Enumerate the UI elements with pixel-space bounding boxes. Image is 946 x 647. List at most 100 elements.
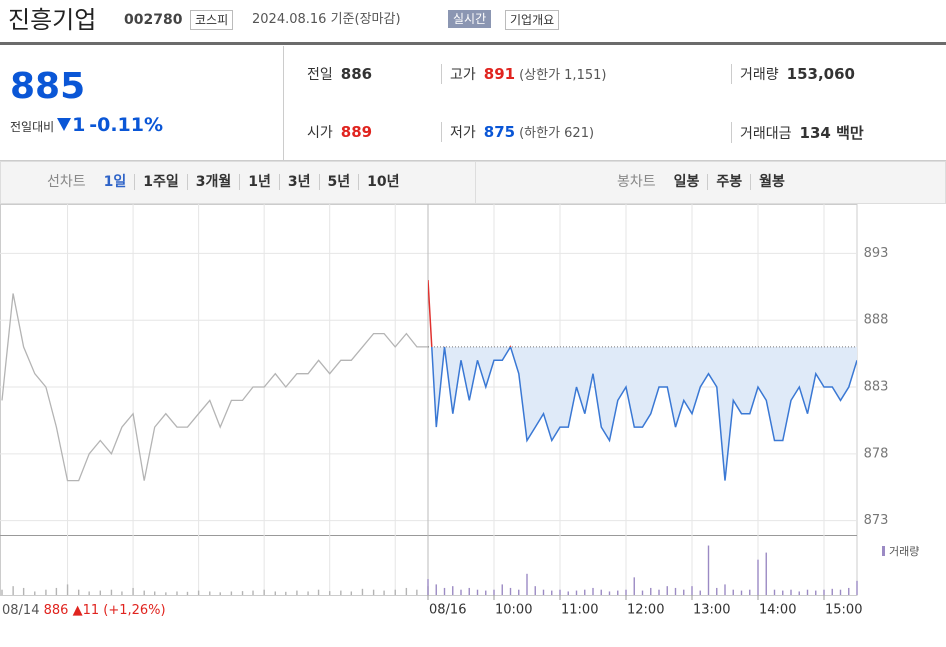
y-tick-label: 893 <box>864 246 889 261</box>
period-tab[interactable]: 3개월 <box>186 174 240 190</box>
change: 전일대비 1 -0.11% <box>10 114 163 136</box>
period-tab[interactable]: 5년 <box>318 174 359 190</box>
realtime-button[interactable]: 실시간 <box>448 10 492 28</box>
volume-bar <box>724 584 726 595</box>
volume-bar <box>617 590 619 595</box>
volume-bar <box>274 591 276 595</box>
volume-bar <box>848 587 850 595</box>
volume-bar <box>121 591 123 595</box>
price-line <box>1 293 428 482</box>
volume-bar <box>241 591 244 595</box>
volume-bar <box>584 589 586 595</box>
candle-tab[interactable]: 일봉 <box>673 174 700 190</box>
volume-bar <box>567 591 569 595</box>
candle-tabs: 봉차트 일봉 주봉 월봉 <box>617 162 793 203</box>
volume-bar <box>782 590 784 595</box>
volume-bar <box>509 587 512 595</box>
y-tick-label: 888 <box>864 313 889 328</box>
volume-bar <box>45 589 47 595</box>
price-box: 885 전일대비 1 -0.11% <box>0 46 284 160</box>
volume-bar <box>815 590 817 595</box>
stat-value: 891 <box>483 65 516 83</box>
candle-tab[interactable]: 주봉 <box>707 174 751 190</box>
volume-bar <box>230 591 233 595</box>
x-tick-label: 13:00 <box>693 603 730 618</box>
line-tabs: 선차트 1일 1주일 3개월 1년 3년 5년 10년 <box>47 162 408 203</box>
stat: 거래대금 134 백만 <box>731 122 864 143</box>
period-tab[interactable]: 1주일 <box>134 174 187 190</box>
volume-bar <box>186 591 189 595</box>
volume-bar <box>296 590 298 595</box>
volume-bar <box>143 590 145 595</box>
volume-bar <box>575 590 578 595</box>
volume-bar <box>658 589 660 595</box>
x-tick-label: 12:00 <box>627 603 664 618</box>
volume-bar <box>405 587 408 595</box>
period-tabs: 선차트 1일 1주일 3개월 1년 3년 5년 10년 봉차트 일봉 주봉 월봉 <box>0 161 946 204</box>
volume-bar <box>732 589 734 595</box>
volume-bar <box>559 589 561 595</box>
stat-value: 153,060 <box>786 65 855 83</box>
period-tab[interactable]: 1년 <box>239 174 279 190</box>
volume-bar <box>592 587 594 595</box>
period-tab[interactable]: 3년 <box>278 174 319 190</box>
volume-bar <box>790 589 792 595</box>
volume-bar <box>542 589 545 595</box>
volume-bar <box>55 587 58 595</box>
volume-bar <box>219 592 221 595</box>
stat-label: 저가 <box>450 125 476 141</box>
volume-bar <box>485 590 487 595</box>
company-info-button[interactable]: 기업개요 <box>505 10 560 30</box>
volume-bar <box>99 590 102 595</box>
volume-bar <box>176 591 178 595</box>
chart: 873 878 883 888 893 08/16 10:00 11:00 12:00 13:00… <box>0 204 919 618</box>
previous-change: 11 <box>83 603 100 618</box>
period-tab[interactable]: 10년 <box>358 174 408 190</box>
stat: 시가 889 <box>307 122 372 142</box>
volume-bar <box>361 588 364 595</box>
market-badge: 코스피 <box>190 10 234 30</box>
previous-day-info: 08/14 886 ▲11 (+1,26%) <box>2 603 166 618</box>
price: 885 <box>10 66 86 107</box>
volume-bar <box>551 590 553 595</box>
volume-bar <box>856 580 858 595</box>
down-icon <box>57 118 72 131</box>
stat: 전일 886 <box>307 64 372 84</box>
volume-bar <box>608 591 611 595</box>
volume-bar <box>12 586 14 595</box>
volume-bar <box>263 589 265 595</box>
x-tick-label: 14:00 <box>759 603 796 618</box>
volume-bar <box>683 589 685 595</box>
volume-bar <box>460 589 462 595</box>
stat-label: 거래대금 <box>740 126 792 142</box>
volume-bar <box>707 545 710 595</box>
volume-legend: 거래량 <box>889 545 919 558</box>
stock-name: 진흥기업 <box>8 6 97 34</box>
stat-note: (하한가 621) <box>519 126 595 141</box>
stock-code: 002780 <box>124 12 183 28</box>
volume-bar <box>372 589 375 595</box>
volume-legend-swatch <box>882 546 885 556</box>
volume-bar <box>501 584 503 595</box>
volume-bar <box>476 589 479 595</box>
volume-bar <box>518 589 520 595</box>
candle-tab[interactable]: 월봉 <box>750 174 793 190</box>
volume-bar <box>132 587 134 595</box>
volume-bar <box>806 589 809 595</box>
previous-change-rate: (+1,26%) <box>103 603 165 618</box>
stat-value: 886 <box>340 65 373 83</box>
x-tick-label: 08/16 <box>429 603 466 618</box>
stat-value: 134 백만 <box>799 124 864 142</box>
volume-bar <box>197 590 200 595</box>
volume-bar <box>427 579 429 595</box>
x-tick-label: 11:00 <box>561 603 598 618</box>
volume-bar <box>285 591 287 595</box>
stat-label: 거래량 <box>740 67 779 83</box>
volume-bar <box>468 587 470 595</box>
volume-bar <box>691 586 693 595</box>
period-tab[interactable]: 1일 <box>103 174 127 190</box>
volume-bar <box>165 592 167 595</box>
stat: 거래량 153,060 <box>731 64 855 84</box>
volume-bar <box>740 590 743 595</box>
volume-bar <box>831 588 833 595</box>
